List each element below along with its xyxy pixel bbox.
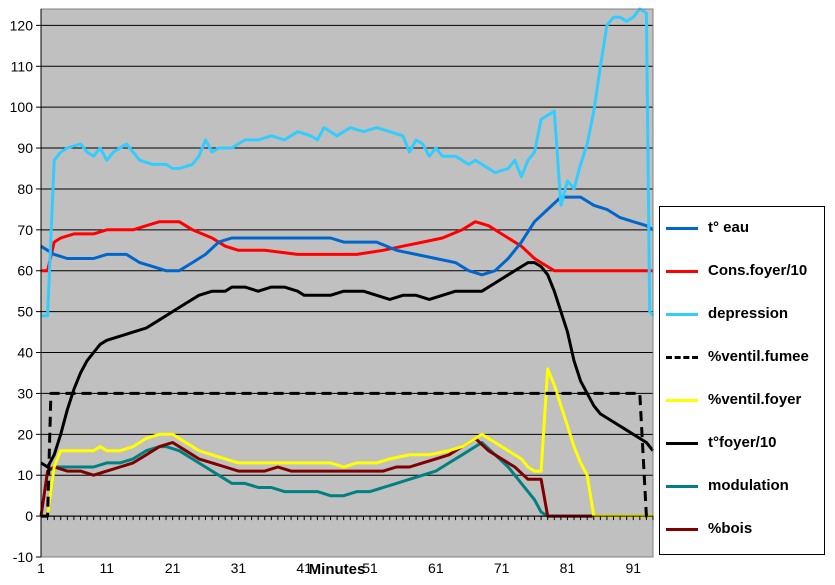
x-tick-label: 51 <box>362 560 378 576</box>
legend-item: Cons.foyer/10 <box>660 260 826 282</box>
legend-item: t°foyer/10 <box>660 432 826 454</box>
y-tick-label: 80 <box>17 181 33 197</box>
x-tick-label: 91 <box>625 560 641 576</box>
y-tick-label: 90 <box>17 140 33 156</box>
legend-label: %bois <box>708 520 753 537</box>
legend-item: t° eau <box>660 217 826 239</box>
legend-swatch <box>666 356 698 359</box>
series-line-1 <box>41 220 653 273</box>
y-tick-label: 70 <box>17 222 33 238</box>
legend-item: modulation <box>660 475 826 497</box>
y-tick-label: 50 <box>17 304 33 320</box>
series-line-5 <box>40 261 655 469</box>
legend-label: t°foyer/10 <box>708 434 777 451</box>
x-tick-label: 61 <box>428 560 444 576</box>
legend-swatch <box>666 399 698 402</box>
legend-item: %bois <box>660 518 826 540</box>
x-tick-label: 31 <box>231 560 247 576</box>
series-line-2 <box>41 7 655 318</box>
legend-swatch <box>666 485 698 488</box>
y-tick-label: 10 <box>17 467 33 483</box>
legend-item: %ventil.fumee <box>660 346 826 368</box>
legend-swatch <box>666 227 698 230</box>
y-tick-label: 0 <box>25 508 33 524</box>
y-tick-label: 60 <box>17 263 33 279</box>
gridlines <box>41 24 653 558</box>
legend-label: Cons.foyer/10 <box>708 262 808 279</box>
y-tick-label: -10 <box>13 549 33 565</box>
legend-swatch <box>666 270 698 273</box>
legend-swatch <box>666 313 698 316</box>
y-tick-label: 20 <box>17 426 33 442</box>
x-tick-label: 81 <box>560 560 576 576</box>
x-tick-label: 71 <box>494 560 510 576</box>
legend-item: depression <box>660 303 826 325</box>
series-line-4 <box>41 367 653 518</box>
legend-label: depression <box>708 305 789 322</box>
legend-item: %ventil.foyer <box>660 389 826 411</box>
series-line-0 <box>40 195 654 277</box>
legend-swatch <box>666 528 698 531</box>
x-tick-label: 21 <box>165 560 181 576</box>
y-tick-label: 100 <box>10 99 34 115</box>
y-tick-label: 30 <box>17 385 33 401</box>
x-tick-label: 41 <box>296 560 312 576</box>
legend-label: modulation <box>708 477 789 494</box>
legend-label: t° eau <box>708 219 750 236</box>
x-tick-label: 1 <box>37 560 45 576</box>
y-tick-label: 110 <box>11 58 34 74</box>
y-tick-label: 120 <box>10 17 34 33</box>
series-line-7 <box>39 436 653 518</box>
legend-label: %ventil.foyer <box>708 391 802 408</box>
legend: t° eau Cons.foyer/10 depression %ventil.fum… <box>659 206 825 555</box>
legend-swatch <box>666 442 698 445</box>
y-tick-label: 40 <box>17 345 33 361</box>
x-axis-title: Minutes <box>309 561 366 578</box>
series-lines <box>39 7 655 518</box>
series-line-3 <box>41 391 653 518</box>
x-tick-label: 11 <box>100 560 115 576</box>
legend-label: %ventil.fumee <box>708 348 809 365</box>
